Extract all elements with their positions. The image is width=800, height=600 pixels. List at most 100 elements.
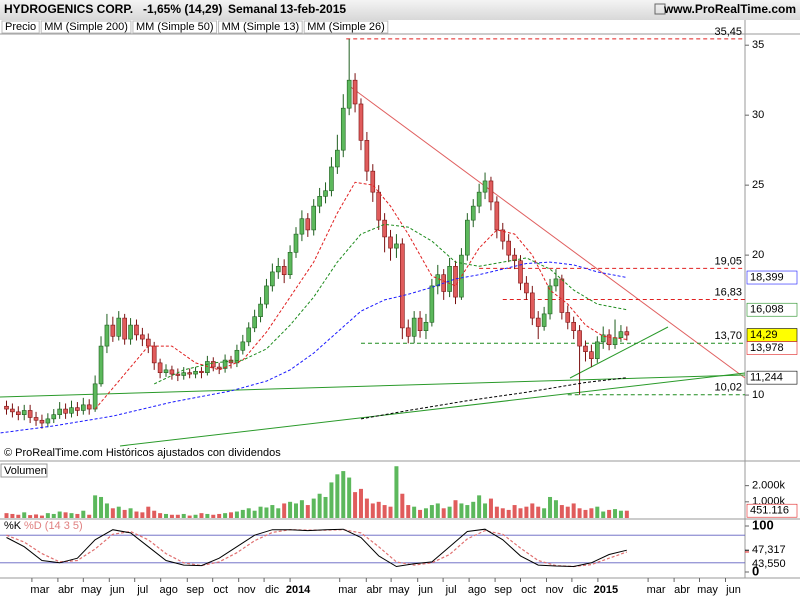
volume-bar bbox=[104, 503, 109, 518]
x-tick-label: abr bbox=[366, 584, 382, 596]
volume-bar bbox=[169, 514, 174, 518]
candle-body bbox=[388, 236, 393, 249]
candle-body bbox=[577, 330, 582, 347]
candle-body bbox=[81, 404, 86, 411]
candle-body bbox=[69, 407, 74, 414]
legend-entry: MM (Simple 50) bbox=[136, 21, 214, 33]
volume-bar bbox=[571, 503, 576, 518]
candle-body bbox=[134, 324, 139, 336]
volume-bar bbox=[548, 496, 553, 518]
x-tick-label: mar bbox=[30, 584, 49, 596]
volume-bar bbox=[293, 503, 298, 518]
candle-body bbox=[222, 359, 228, 369]
volume-bar bbox=[512, 505, 517, 518]
legend-entry: MM (Simple 26) bbox=[307, 21, 385, 33]
y-tick-label: 10 bbox=[752, 389, 764, 401]
volume-bar bbox=[341, 471, 346, 518]
volume-bar bbox=[471, 501, 476, 518]
candle-body bbox=[157, 362, 163, 373]
candle-body bbox=[594, 341, 600, 359]
volume-bar bbox=[607, 509, 612, 518]
candle-body bbox=[494, 201, 500, 231]
candle-body bbox=[512, 254, 517, 262]
candle-body bbox=[305, 218, 311, 231]
x-tick-label: sep bbox=[494, 584, 512, 596]
volume-bar bbox=[494, 506, 499, 518]
candle-body bbox=[624, 331, 630, 336]
change: -1,65% (14,29) bbox=[143, 2, 222, 16]
candle-body bbox=[10, 408, 15, 413]
volume-bar bbox=[335, 474, 340, 518]
candle-body bbox=[600, 334, 606, 343]
candle-body bbox=[565, 312, 571, 323]
candle-body bbox=[317, 196, 322, 207]
panel-label-box bbox=[0, 463, 48, 478]
candle-body bbox=[275, 266, 281, 273]
candle-body bbox=[535, 317, 541, 327]
candle-body bbox=[39, 419, 45, 424]
candle-body bbox=[488, 180, 494, 203]
last-value-box bbox=[746, 370, 798, 385]
volume-bar bbox=[500, 508, 505, 518]
candle-body bbox=[181, 372, 187, 376]
volume-bar bbox=[93, 495, 98, 518]
candle-body bbox=[264, 285, 269, 305]
candle-body bbox=[104, 324, 110, 347]
candle-body bbox=[169, 369, 175, 375]
volume-bar bbox=[429, 505, 434, 518]
x-tick-label: 2015 bbox=[594, 584, 618, 596]
volume-bar bbox=[34, 514, 39, 518]
candle-body bbox=[405, 327, 411, 337]
x-tick-label: may bbox=[81, 584, 102, 596]
level-label: 35,45 bbox=[714, 26, 742, 38]
volume-bar bbox=[329, 482, 334, 518]
candle-body bbox=[116, 317, 122, 337]
volume-bar bbox=[553, 500, 558, 518]
candle-body bbox=[86, 404, 92, 410]
volume-bar bbox=[116, 506, 121, 518]
volume-bar bbox=[423, 508, 428, 518]
volume-bar bbox=[542, 508, 547, 518]
candle-body bbox=[163, 369, 169, 373]
volume-bar bbox=[559, 505, 564, 518]
candle-body bbox=[589, 351, 594, 359]
volume-bar bbox=[45, 513, 50, 518]
candle-body bbox=[506, 240, 511, 256]
volume-bar bbox=[317, 493, 322, 518]
volume-bar bbox=[624, 510, 629, 518]
volume-bar bbox=[299, 500, 304, 518]
volume-bar bbox=[305, 505, 310, 518]
stoch-tick-label: 0 bbox=[752, 563, 759, 578]
candle-body bbox=[199, 370, 204, 373]
level-label: 10,02 bbox=[714, 382, 742, 394]
volume-bar bbox=[87, 514, 92, 518]
volume-bar bbox=[412, 506, 417, 518]
candle-body bbox=[352, 79, 358, 105]
candle-body bbox=[240, 341, 246, 351]
x-tick-label: abr bbox=[674, 584, 690, 596]
candle-body bbox=[335, 149, 340, 168]
volume-bar bbox=[205, 513, 210, 518]
candle-body bbox=[559, 278, 565, 313]
x-tick-label: abr bbox=[58, 584, 74, 596]
moving-average bbox=[153, 223, 627, 385]
title: HYDROGENICS CORP. bbox=[4, 2, 133, 16]
candle-body bbox=[482, 180, 488, 193]
volume-bar bbox=[376, 501, 381, 518]
last-value-label: 11,244 bbox=[750, 372, 783, 384]
legend-entry: MM (Simple 200) bbox=[44, 21, 128, 33]
window-icon[interactable] bbox=[654, 3, 666, 15]
volume-bar bbox=[140, 512, 145, 518]
candle-body bbox=[293, 233, 299, 253]
volume-bar bbox=[276, 508, 281, 518]
volume-bar bbox=[146, 506, 151, 518]
x-tick-label: jun bbox=[109, 584, 125, 596]
volume-bar bbox=[193, 514, 198, 518]
last-value-label: 18,399 bbox=[750, 271, 784, 283]
volume-bar bbox=[459, 503, 464, 518]
header-bar bbox=[0, 0, 800, 20]
volume-bar bbox=[323, 496, 328, 518]
candle-body bbox=[429, 285, 435, 323]
candle-body bbox=[258, 303, 263, 317]
candle-body bbox=[45, 418, 51, 424]
